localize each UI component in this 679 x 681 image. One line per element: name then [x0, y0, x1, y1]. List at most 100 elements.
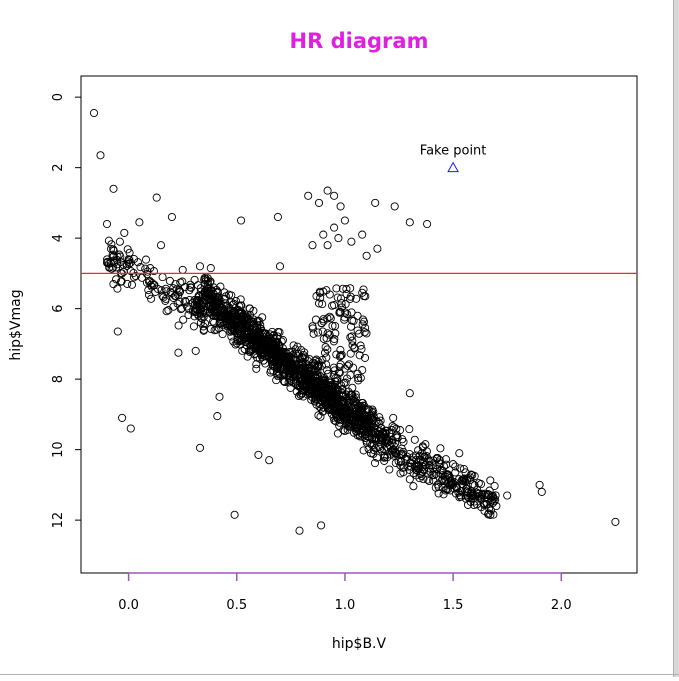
data-point: [336, 351, 345, 360]
data-point: [316, 412, 325, 421]
data-point: [228, 316, 237, 325]
data-point: [414, 461, 424, 470]
data-point: [150, 280, 159, 289]
data-point: [297, 389, 306, 398]
data-point: [409, 482, 418, 491]
data-point: [187, 283, 196, 292]
data-point: [108, 250, 117, 259]
data-point: [337, 303, 346, 312]
data-point: [396, 457, 406, 466]
data-point: [469, 500, 478, 509]
data-point: [448, 481, 457, 490]
data-point: [222, 311, 231, 320]
data-point: [346, 292, 355, 301]
data-point: [238, 317, 247, 326]
data-point: [162, 287, 171, 296]
data-point: [325, 290, 334, 299]
data-point: [454, 475, 464, 484]
data-point: [340, 216, 349, 225]
data-point: [340, 313, 349, 322]
data-point: [489, 510, 498, 519]
data-point: [104, 236, 113, 245]
data-point: [237, 313, 246, 322]
data-point: [286, 372, 295, 381]
data-point: [492, 501, 501, 511]
data-point: [392, 431, 402, 440]
data-point: [240, 345, 249, 354]
data-point: [338, 384, 347, 394]
data-point: [358, 366, 367, 375]
data-point: [331, 391, 340, 400]
data-point: [118, 413, 127, 422]
data-point: [460, 474, 469, 483]
data-point: [236, 295, 245, 304]
data-point: [484, 490, 493, 499]
data-point: [252, 364, 261, 373]
data-point: [102, 219, 112, 229]
data-point: [280, 377, 289, 386]
data-point: [249, 336, 258, 345]
data-point: [336, 308, 345, 317]
data-point: [360, 353, 370, 362]
data-point: [272, 376, 281, 385]
data-point: [375, 444, 384, 453]
data-point: [322, 366, 331, 375]
data-point: [178, 277, 187, 286]
data-point: [238, 321, 247, 330]
data-point: [611, 517, 620, 526]
data-point: [308, 241, 317, 250]
data-point: [113, 284, 122, 293]
data-point: [317, 396, 326, 405]
data-point: [423, 219, 432, 229]
data-point: [338, 392, 347, 401]
y-tick-label: 4: [51, 234, 66, 242]
data-point: [279, 364, 288, 373]
data-point: [323, 241, 332, 250]
data-point: [358, 230, 367, 239]
data-point: [171, 280, 180, 289]
x-tick-label: 0.5: [226, 598, 247, 613]
data-point: [301, 383, 310, 392]
data-point: [312, 355, 321, 364]
data-point: [338, 396, 347, 405]
data-point: [167, 212, 176, 222]
data-point: [308, 322, 317, 331]
data-point: [373, 244, 382, 253]
data-point: [186, 283, 195, 292]
data-point: [240, 335, 249, 344]
data-point: [199, 302, 208, 311]
data-point: [342, 390, 351, 399]
data-point: [331, 377, 340, 386]
data-point: [347, 316, 357, 325]
data-point: [182, 302, 191, 311]
data-point: [268, 349, 278, 358]
data-point: [295, 526, 304, 535]
data-point: [431, 483, 440, 492]
data-point: [396, 469, 405, 478]
data-point: [396, 461, 405, 470]
data-point: [212, 297, 221, 306]
data-point: [274, 358, 283, 367]
data-point: [178, 265, 187, 274]
data-point: [313, 362, 322, 371]
data-point: [345, 360, 354, 369]
data-point: [214, 324, 223, 333]
data-point: [301, 353, 310, 362]
data-point: [354, 376, 363, 385]
data-point: [247, 338, 256, 347]
data-point: [441, 475, 450, 484]
data-point: [353, 311, 362, 320]
data-point: [490, 481, 499, 491]
data-point: [368, 405, 377, 414]
data-point: [330, 334, 339, 344]
data-point: [330, 223, 339, 232]
data-point: [181, 297, 190, 306]
data-point: [218, 309, 227, 318]
data-point: [141, 264, 150, 273]
data-point: [469, 491, 478, 500]
data-point: [346, 419, 355, 428]
data-point: [371, 429, 380, 438]
data-point: [179, 315, 188, 324]
data-point: [347, 308, 356, 317]
data-point: [126, 267, 135, 276]
